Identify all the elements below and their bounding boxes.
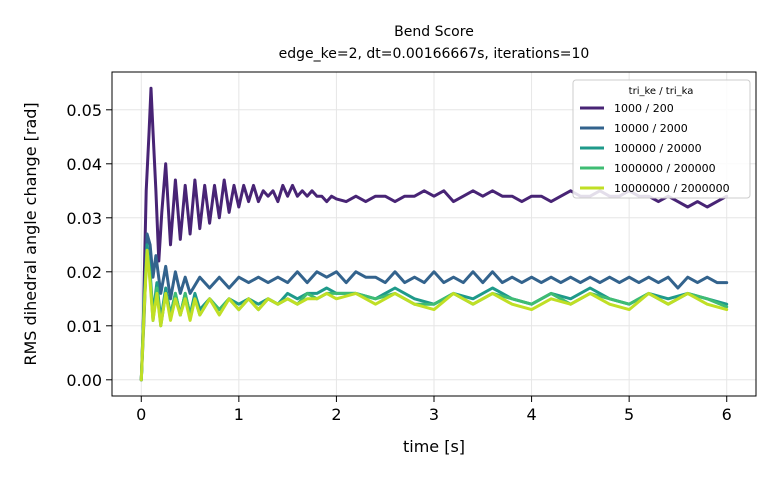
legend-entry-label: 1000 / 200 — [614, 102, 674, 115]
y-tick-label: 0.00 — [66, 371, 102, 390]
y-tick-label: 0.05 — [66, 101, 102, 120]
y-tick-label: 0.04 — [66, 155, 102, 174]
x-tick-label: 3 — [429, 405, 439, 424]
x-tick-label: 1 — [234, 405, 244, 424]
legend-items: 1000 / 200 10000 / 2000 100000 / 20000 1000… — [580, 102, 730, 195]
y-axis: 0.00 0.01 0.02 0.03 0.04 0.05 — [66, 101, 112, 390]
series-line-5 — [139, 248, 729, 382]
legend-entry-label: 100000 / 20000 — [614, 142, 702, 155]
y-tick-label: 0.01 — [66, 317, 102, 336]
legend-entry-label: 1000000 / 200000 — [614, 162, 716, 175]
legend-entry-label: 10000 / 2000 — [614, 122, 688, 135]
x-tick-label: 4 — [526, 405, 536, 424]
legend-entry-label: 10000000 / 2000000 — [614, 182, 730, 195]
y-tick-label: 0.03 — [66, 209, 102, 228]
chart-title: Bend Score — [394, 24, 474, 40]
x-axis: 0 1 2 3 4 5 6 — [136, 396, 732, 424]
series-line-2 — [139, 232, 729, 382]
legend-title: tri_ke / tri_ka — [629, 86, 694, 97]
x-tick-label: 6 — [722, 405, 732, 424]
y-axis-label: RMS dihedral angle change [rad] — [21, 102, 40, 365]
y-tick-label: 0.02 — [66, 263, 102, 282]
x-tick-label: 2 — [331, 405, 341, 424]
x-tick-label: 5 — [624, 405, 634, 424]
legend-box — [572, 79, 751, 199]
x-tick-label: 0 — [136, 405, 146, 424]
x-axis-label: time [s] — [403, 437, 465, 456]
chart-subtitle: edge_ke=2, dt=0.00166667s, iterations=10 — [279, 46, 590, 62]
